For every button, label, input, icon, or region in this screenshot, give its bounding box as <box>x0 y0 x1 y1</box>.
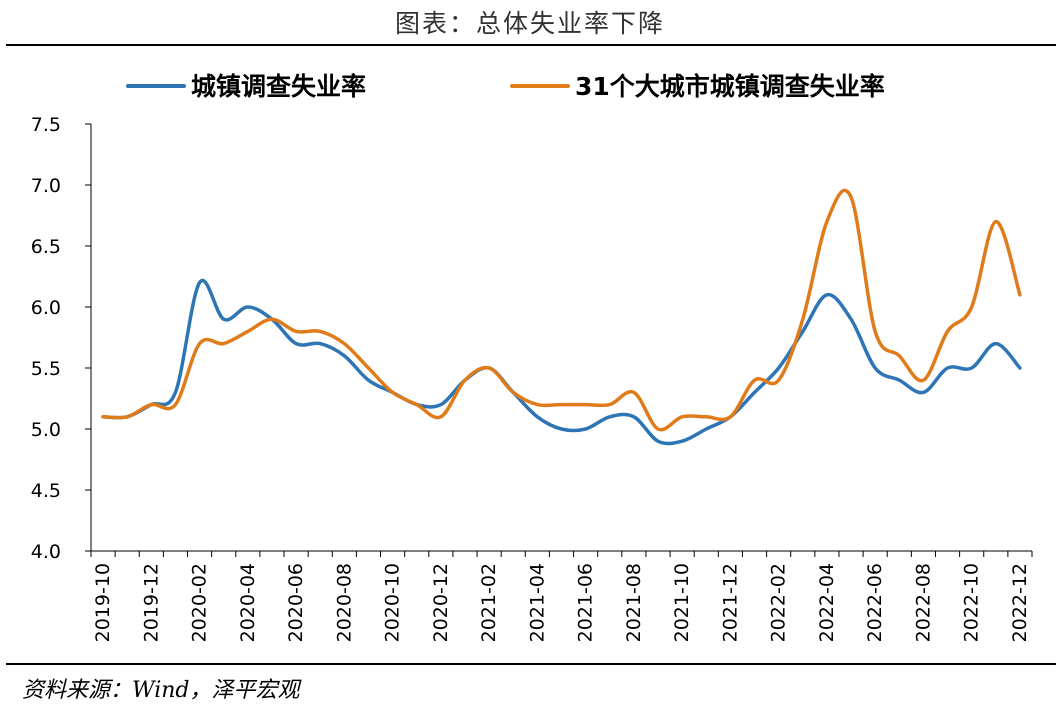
x-tick-label: 2021-06 <box>575 563 597 642</box>
x-tick-label: 2021-04 <box>526 563 548 642</box>
x-tick-label: 2022-10 <box>961 563 983 642</box>
x-tick-label: 2022-12 <box>1009 563 1031 642</box>
x-tick-label: 2021-02 <box>478 563 500 642</box>
y-tick-label: 5.0 <box>31 419 61 441</box>
bottom-rule <box>6 663 1056 665</box>
x-tick-label: 2021-08 <box>623 563 645 642</box>
x-tick-label: 2020-04 <box>237 563 259 642</box>
legend: 城镇调查失业率 31个大城市城镇调查失业率 <box>126 72 885 101</box>
y-tick-label: 7.5 <box>31 114 61 136</box>
series-line-1 <box>101 278 1022 446</box>
x-tick-label: 2022-08 <box>912 563 934 642</box>
x-tick-label: 2020-06 <box>285 563 307 642</box>
y-tick-label: 7.0 <box>31 175 61 197</box>
x-tick-label: 2022-04 <box>816 563 838 642</box>
top-rule <box>6 44 1056 46</box>
y-axis: 4.0 4.5 5.0 5.5 6.0 6.5 7.0 7.5 <box>31 114 92 563</box>
x-tick-label: 2022-06 <box>864 563 886 642</box>
x-tick-label: 2019-10 <box>92 563 114 642</box>
series-line-2 <box>101 188 1022 432</box>
legend-label-series-1: 城镇调查失业率 <box>191 72 366 101</box>
series-layer <box>101 188 1022 446</box>
x-tick-label: 2020-08 <box>333 563 355 642</box>
y-tick-label: 5.5 <box>31 358 61 380</box>
x-tick-label: 2021-12 <box>719 563 741 642</box>
y-tick-label: 4.5 <box>31 480 61 502</box>
y-tick-label: 4.0 <box>31 541 61 563</box>
figure-title: 图表：总体失业率下降 <box>394 9 665 38</box>
x-tick-label: 2021-10 <box>671 563 693 642</box>
y-tick-label: 6.5 <box>31 236 61 258</box>
x-tick-label: 2020-12 <box>430 563 452 642</box>
legend-label-series-2: 31个大城市城镇调查失业率 <box>575 72 885 101</box>
x-tick-label: 2020-10 <box>382 563 404 642</box>
x-tick-label: 2019-12 <box>140 563 162 642</box>
x-tick-label: 2022-02 <box>768 563 790 642</box>
y-tick-label: 6.0 <box>31 297 61 319</box>
source-note: 资料来源：Wind，泽平宏观 <box>22 678 300 703</box>
line-chart: 城镇调查失业率 31个大城市城镇调查失业率 4.0 4.5 5.0 5.5 6.0 6.5… <box>31 72 1033 642</box>
x-axis: 2019-10 2019-12 2020-02 2020-04 2020-06 2020-… <box>90 550 1033 642</box>
x-tick-label: 2020-02 <box>189 563 211 642</box>
